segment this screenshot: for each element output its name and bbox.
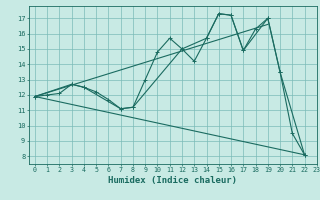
- X-axis label: Humidex (Indice chaleur): Humidex (Indice chaleur): [108, 176, 237, 185]
